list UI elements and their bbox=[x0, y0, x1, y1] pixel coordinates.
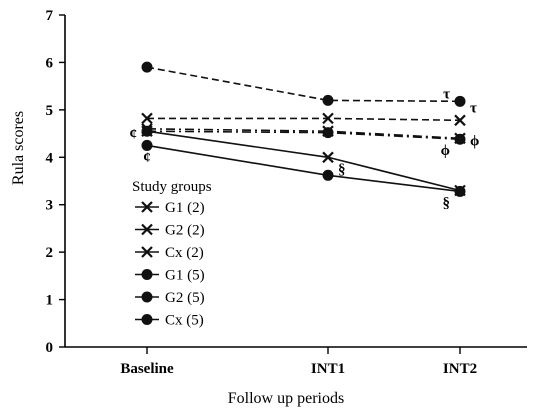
y-tick-label: 7 bbox=[46, 8, 54, 24]
data-point bbox=[454, 114, 466, 127]
data-point bbox=[322, 94, 334, 106]
data-point bbox=[322, 151, 334, 164]
series-g2-2- bbox=[141, 112, 466, 127]
annotation-mark: ϕ bbox=[441, 143, 450, 159]
annotation-mark: ¢ bbox=[130, 127, 138, 143]
series-cx-2- bbox=[141, 123, 466, 145]
y-tick-label: 3 bbox=[46, 198, 54, 214]
legend-entry: G2 (2) bbox=[135, 223, 205, 239]
legend-marker bbox=[141, 314, 153, 325]
annotation-mark: ¢ bbox=[143, 150, 151, 166]
y-tick-label: 6 bbox=[46, 55, 54, 71]
legend-label: Cx (2) bbox=[165, 245, 204, 261]
legend-marker bbox=[141, 269, 153, 280]
legend-entry: G1 (5) bbox=[135, 268, 205, 284]
legend-label: G1 (2) bbox=[165, 200, 205, 216]
x-tick-label: INT1 bbox=[311, 361, 345, 377]
series-g2-5- bbox=[141, 61, 466, 107]
legend-label: G2 (2) bbox=[165, 223, 205, 239]
y-axis-title: Rula scores bbox=[10, 111, 27, 185]
data-point bbox=[322, 169, 334, 181]
legend-label: G1 (5) bbox=[165, 268, 205, 284]
annotations: ¢ ¢ § § τ τ ϕ ϕ bbox=[130, 86, 480, 211]
annotation-mark: § bbox=[338, 162, 346, 178]
series-line bbox=[146, 128, 461, 140]
legend: Study groups G1 (2) G2 (2) Cx (2) G1 (5) G2 (… bbox=[132, 179, 212, 329]
legend-marker bbox=[141, 246, 153, 258]
data-point bbox=[141, 112, 153, 125]
legend-entry: Cx (5) bbox=[135, 313, 204, 329]
legend-label: Cx (5) bbox=[165, 313, 204, 329]
y-tick-label: 0 bbox=[46, 340, 54, 356]
legend-marker bbox=[141, 201, 153, 213]
data-point bbox=[322, 112, 334, 125]
annotation-mark: ϕ bbox=[470, 134, 479, 150]
data-point bbox=[141, 61, 153, 73]
series-layer bbox=[141, 61, 466, 197]
series-line bbox=[146, 66, 461, 103]
y-tick-label: 4 bbox=[46, 150, 54, 166]
x-tick-label: Baseline bbox=[120, 361, 174, 377]
series-cx-5- bbox=[141, 125, 466, 145]
legend-entry: G1 (2) bbox=[135, 200, 205, 216]
legend-title: Study groups bbox=[132, 179, 212, 195]
data-point bbox=[454, 95, 466, 107]
annotation-mark: § bbox=[443, 195, 451, 211]
y-tick-label: 1 bbox=[46, 293, 54, 309]
annotation-mark: τ bbox=[470, 100, 477, 116]
legend-label: G2 (5) bbox=[165, 290, 205, 306]
data-point bbox=[454, 133, 466, 145]
x-axis-title: Follow up periods bbox=[228, 390, 344, 407]
annotation-mark: τ bbox=[443, 86, 450, 102]
y-tick-label: 2 bbox=[46, 245, 54, 261]
series-g1-5- bbox=[141, 139, 466, 197]
legend-marker bbox=[141, 223, 153, 236]
series-line bbox=[146, 130, 461, 141]
data-point bbox=[322, 127, 334, 139]
y-tick-label: 5 bbox=[46, 103, 54, 119]
legend-entry: Cx (2) bbox=[135, 245, 204, 261]
legend-marker bbox=[141, 291, 153, 303]
data-point bbox=[454, 185, 466, 197]
series-line bbox=[147, 117, 461, 122]
legend-entry: G2 (5) bbox=[135, 290, 205, 306]
axes: 0 1 2 3 4 5 6 7 Baseline INT1 INT2 bbox=[46, 8, 527, 377]
x-tick-label: INT2 bbox=[443, 361, 477, 377]
data-point bbox=[141, 125, 153, 137]
data-point bbox=[141, 139, 153, 151]
